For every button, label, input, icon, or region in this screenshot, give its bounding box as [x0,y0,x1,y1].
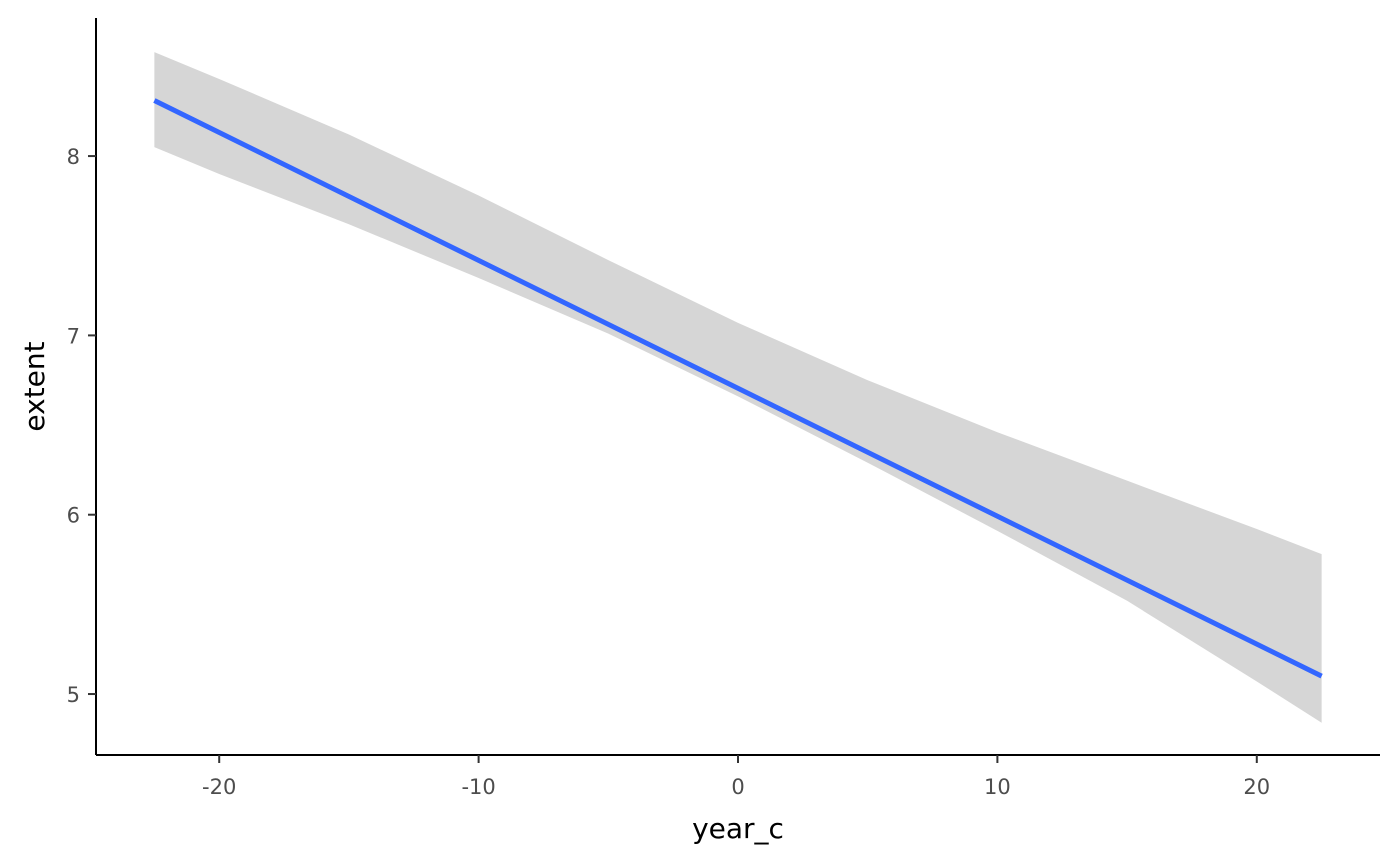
y-axis-title: extent [18,341,51,431]
y-tick-label: 6 [67,504,80,528]
y-tick-label: 7 [67,324,80,348]
x-tick-label: 20 [1243,775,1270,799]
y-tick-label: 8 [67,145,80,169]
x-axis-title: year_c [692,812,784,845]
x-tick-label: -20 [202,775,236,799]
axis-labels: -20 -10 0 10 20 5 6 7 8 year_c extent [18,145,1270,845]
x-tick-label: 10 [984,775,1011,799]
x-tick-label: 0 [731,775,744,799]
y-tick-label: 5 [67,683,80,707]
fit-line [153,98,1323,679]
x-tick-label: -10 [461,775,495,799]
axes [88,18,1380,763]
fit-line-layer [153,98,1323,679]
